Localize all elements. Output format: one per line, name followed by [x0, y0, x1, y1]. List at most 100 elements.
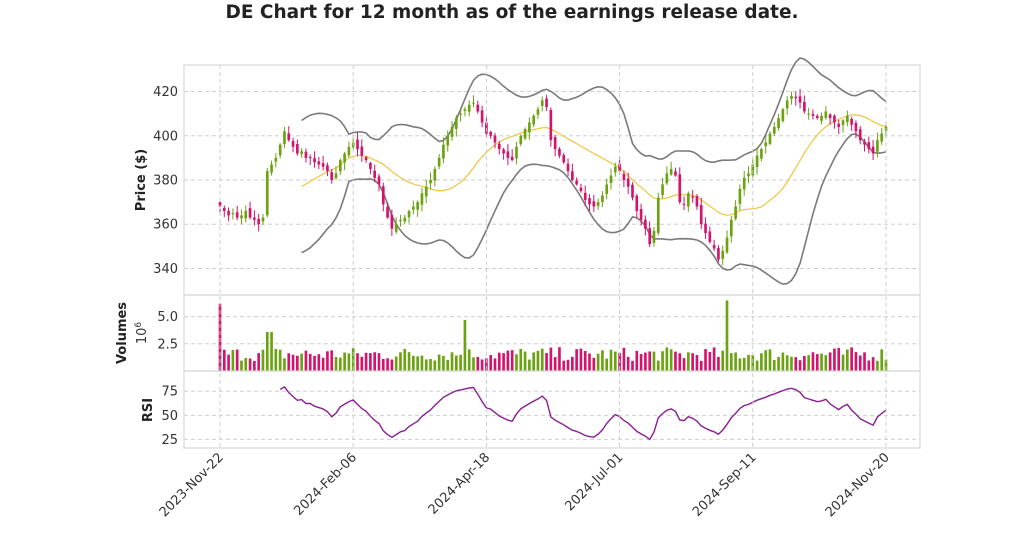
volume-bar: [815, 354, 819, 371]
candle-body: [407, 210, 411, 218]
volume-bar: [394, 356, 398, 371]
volume-bar: [622, 347, 626, 371]
candle-body: [613, 166, 617, 173]
volume-bar: [704, 349, 707, 371]
volume-bar: [235, 349, 239, 371]
volume-bar: [695, 355, 699, 371]
candle-body: [708, 231, 712, 242]
volume-bar: [605, 358, 609, 371]
volume-bar: [764, 350, 768, 371]
volume-bar: [218, 303, 222, 371]
volume-bar: [626, 356, 630, 371]
candle-body: [618, 163, 621, 172]
volume-grid: [184, 316, 920, 345]
candle-body: [304, 151, 308, 158]
volume-bar: [373, 352, 377, 371]
volume-bar: [403, 348, 407, 371]
volume-bar: [669, 349, 673, 371]
candle-body: [717, 248, 720, 260]
candle-body: [467, 104, 471, 112]
volume-bar: [317, 354, 321, 371]
volume-bar: [592, 357, 596, 371]
rsi-polyline: [279, 385, 887, 441]
volume-bar: [304, 350, 308, 371]
volume-bar: [334, 357, 338, 371]
volume-bar: [631, 360, 634, 371]
candle-body: [803, 101, 806, 112]
volume-bar: [588, 353, 591, 371]
volume-bar: [674, 351, 677, 371]
candle-body: [497, 143, 501, 150]
rsi-ylabel: RSI: [141, 398, 156, 422]
candle-body: [472, 102, 475, 104]
volume-bar: [644, 352, 647, 371]
volume-y-tick-label: 2.5: [157, 337, 178, 352]
volume-bars: [218, 300, 888, 371]
volume-bar: [330, 350, 334, 371]
candle-body: [364, 157, 368, 161]
volume-bar: [717, 356, 720, 371]
price-panel: 340 360 380 400 420 Price ($): [134, 57, 921, 296]
candle-body: [760, 149, 763, 159]
rsi-y-tick-label: 25: [161, 433, 178, 448]
candle-body: [583, 192, 587, 200]
volume-bar: [841, 354, 845, 371]
candle-body: [648, 228, 652, 245]
volume-bar: [459, 354, 462, 371]
volume-bar: [794, 357, 798, 371]
volume-bar: [399, 352, 402, 371]
lower-band: [301, 133, 887, 285]
volume-bar: [575, 349, 578, 371]
volume-bar: [308, 353, 312, 371]
volume-bar: [545, 353, 548, 371]
rsi-y-tick-label: 75: [161, 385, 178, 400]
candle-body: [515, 146, 518, 159]
candle-body: [326, 165, 329, 172]
volume-bar: [772, 360, 776, 371]
volume-bar: [687, 352, 690, 371]
volume-bar: [313, 355, 316, 371]
candle-body: [562, 154, 566, 163]
candle-body: [635, 195, 639, 211]
volume-y-ticks: 2.5 5.0: [157, 310, 178, 352]
rsi-panel: 25 50 75 RSI: [141, 370, 921, 449]
candle-body: [811, 114, 815, 116]
candle-body: [459, 113, 462, 115]
volume-bar: [871, 357, 875, 371]
candle-body: [747, 173, 750, 177]
price-y-tick-label: 360: [153, 218, 178, 233]
candle-body: [639, 208, 643, 220]
volume-bar: [424, 359, 428, 371]
volume-bar: [833, 348, 836, 371]
volume-bar: [519, 348, 523, 371]
volume-bar: [347, 353, 351, 371]
candle-body: [308, 157, 312, 159]
volume-bar: [785, 355, 789, 371]
candle-body: [588, 198, 591, 205]
candle-body: [278, 144, 282, 156]
candle-body: [218, 202, 222, 207]
candle-body: [261, 217, 265, 222]
candle-body: [540, 100, 544, 106]
volume-bar: [609, 349, 613, 371]
volume-bar: [506, 350, 510, 371]
candle-body: [781, 109, 785, 122]
candle-body: [227, 210, 230, 216]
candle-body: [622, 173, 626, 180]
candle-body: [566, 163, 570, 172]
candle-body: [691, 196, 694, 198]
x-tick-label: 2023-Nov-22: [157, 450, 227, 520]
volume-bar: [562, 360, 566, 371]
ma-line: [301, 114, 887, 216]
candle-body: [656, 197, 660, 233]
rsi-frame: [183, 370, 921, 449]
candle-body: [343, 153, 346, 163]
candle-body: [433, 168, 437, 181]
candle-body: [609, 175, 613, 183]
candle-body: [356, 139, 359, 150]
candle-body: [858, 129, 862, 141]
volume-bar: [708, 352, 712, 371]
volume-bar: [497, 352, 501, 371]
candle-body: [833, 115, 836, 123]
